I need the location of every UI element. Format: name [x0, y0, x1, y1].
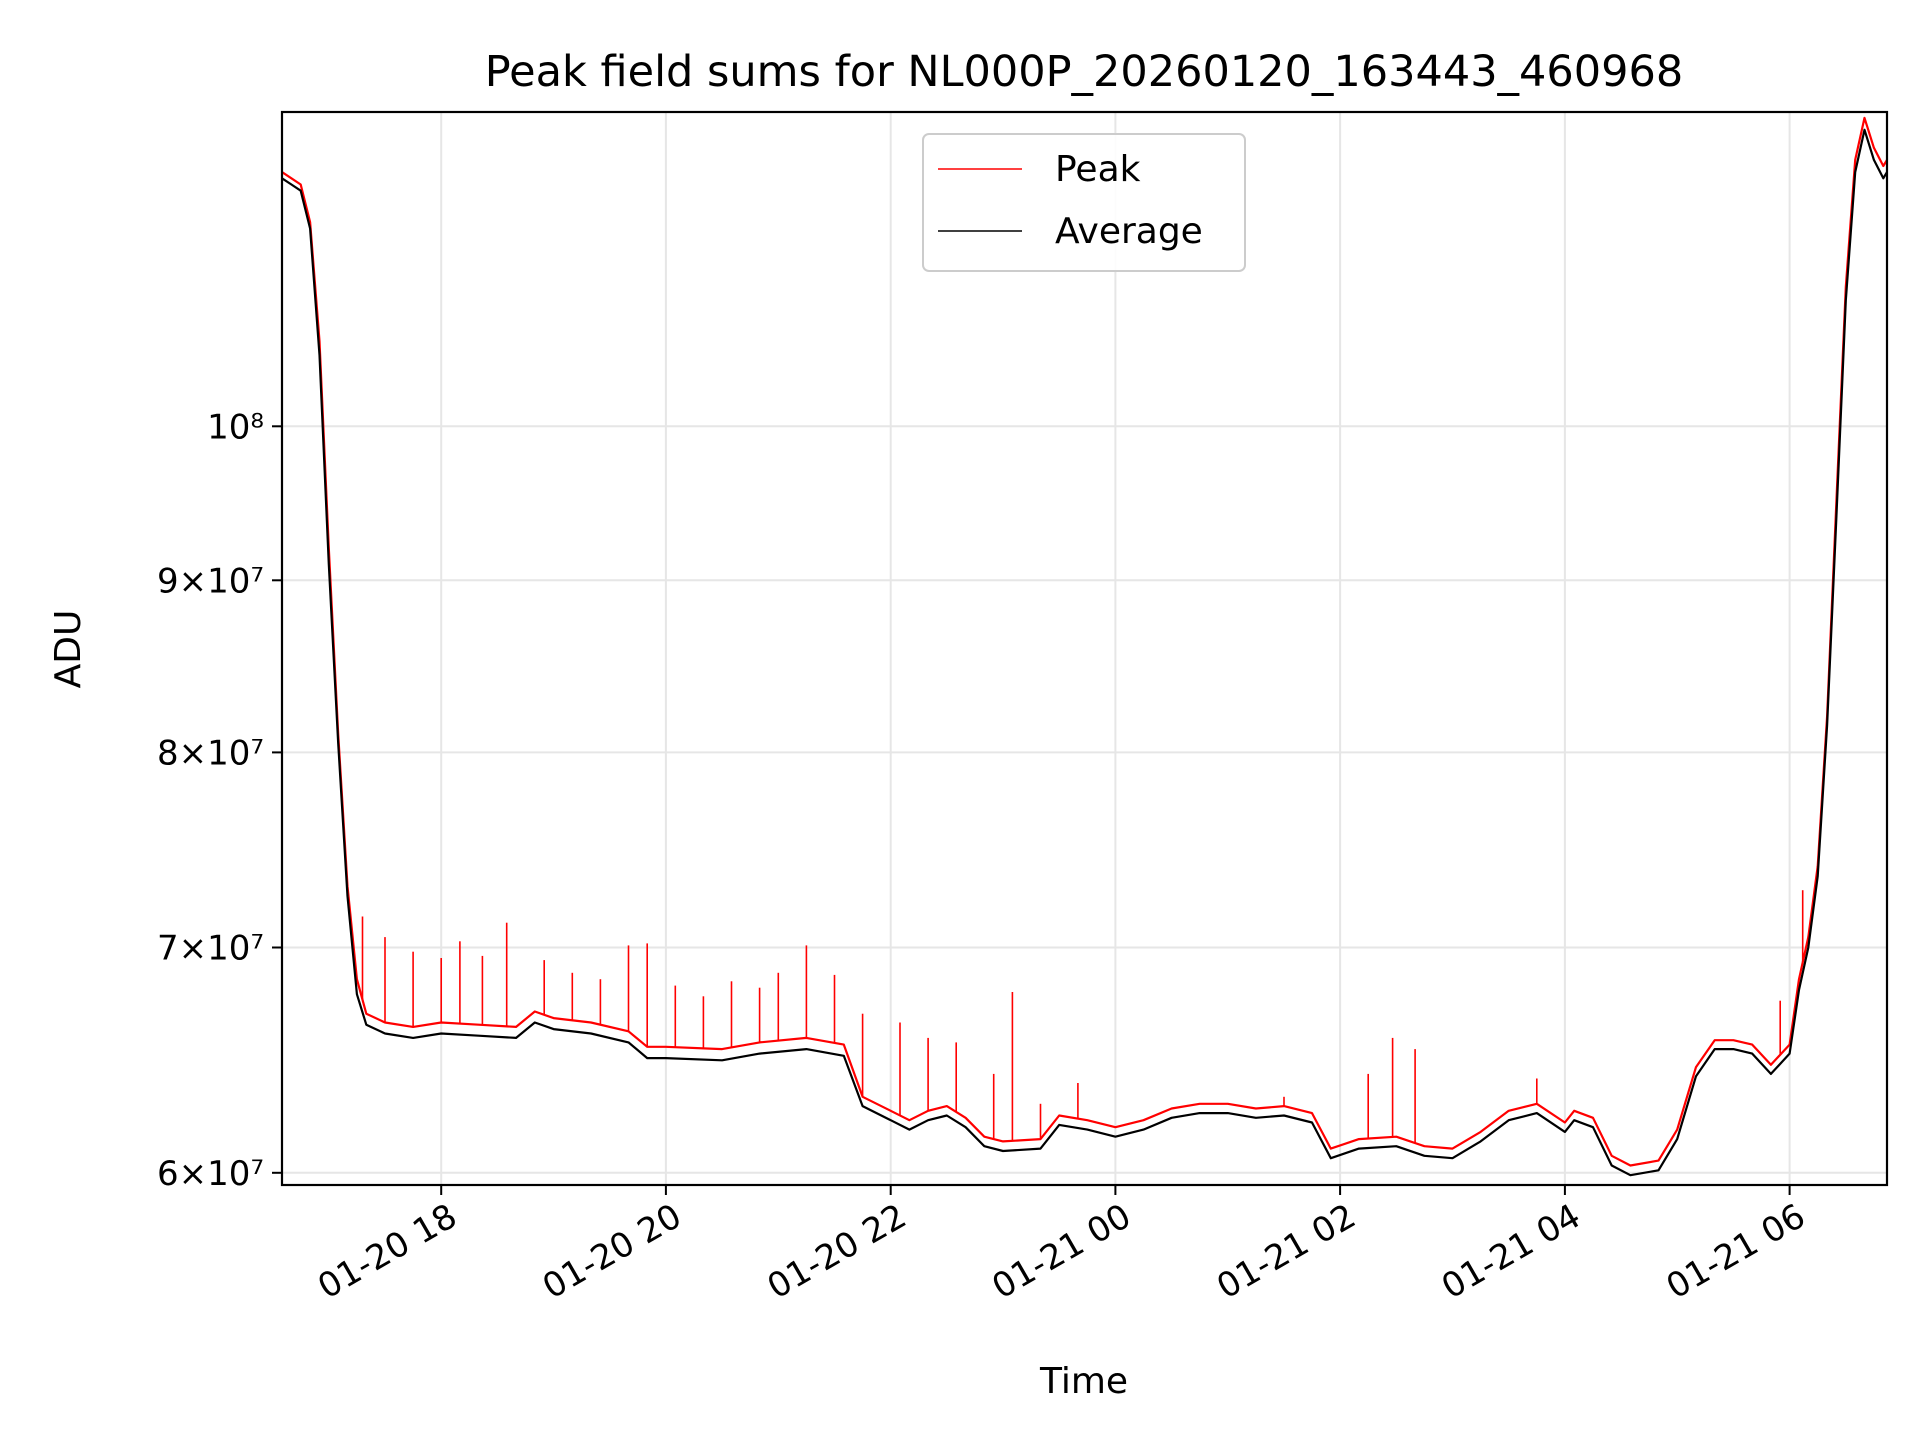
legend-label-average: Average: [1055, 211, 1203, 252]
legend-label-peak: Peak: [1055, 149, 1141, 190]
x-tick-label: 01-21 00: [986, 1196, 1138, 1307]
chart-title: Peak field sums for NL000P_20260120_1634…: [485, 47, 1683, 97]
y-tick-label: 9×10⁷: [157, 561, 264, 601]
x-tick-label: 01-20 22: [761, 1196, 913, 1307]
plot-frame: [280, 110, 1889, 1187]
y-gridlines: [282, 425, 1887, 1174]
series-peak: [281, 116, 1888, 1167]
legend: Peak Average: [922, 133, 1246, 272]
y-tick-label: 7×10⁷: [157, 929, 264, 969]
series-average: [281, 128, 1888, 1177]
x-axis: 01-20 18 01-20 20 01-20 22 01-21 00 01-21 02…: [311, 1185, 1812, 1307]
y-axis: 6×10⁷ 7×10⁷ 8×10⁷ 9×10⁷ 10⁸: [157, 407, 282, 1194]
y-tick-label: 6×10⁷: [157, 1154, 264, 1194]
x-axis-label: Time: [1039, 1361, 1128, 1402]
x-gridlines: [440, 112, 1791, 1185]
series-line-peak: [281, 116, 1888, 1167]
x-tick-label: 01-21 06: [1660, 1196, 1812, 1307]
y-tick-label: 8×10⁷: [157, 733, 264, 773]
x-tick-label: 01-20 20: [536, 1196, 688, 1307]
x-tick-label: 01-20 18: [311, 1196, 463, 1307]
x-tick-label: 01-21 04: [1435, 1196, 1587, 1307]
y-axis-label: ADU: [48, 610, 89, 689]
x-tick-label: 01-21 02: [1210, 1196, 1362, 1307]
y-tick-label: 10⁸: [207, 407, 264, 447]
series-line-average: [281, 128, 1888, 1177]
